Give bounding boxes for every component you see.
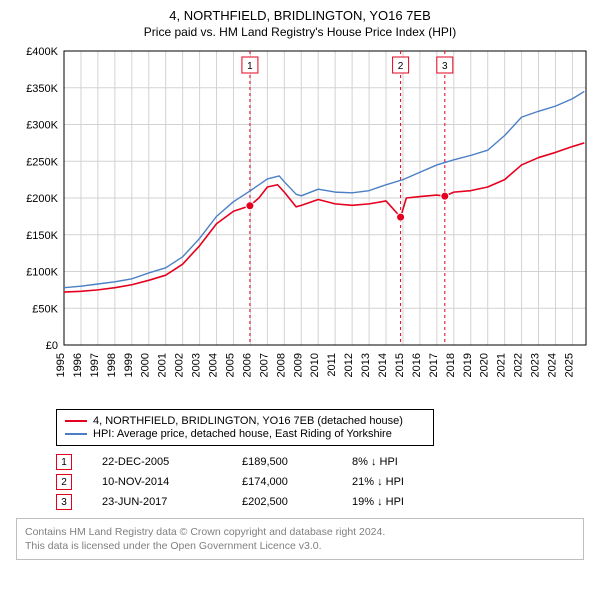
legend-item: HPI: Average price, detached house, East… (65, 428, 425, 440)
marker-row: 2 10-NOV-2014 £174,000 21% ↓ HPI (56, 474, 584, 490)
svg-text:£350K: £350K (26, 83, 58, 95)
svg-text:2001: 2001 (157, 353, 169, 377)
svg-text:2009: 2009 (292, 353, 304, 377)
marker-date: 22-DEC-2005 (102, 456, 212, 468)
chart-container: 4, NORTHFIELD, BRIDLINGTON, YO16 7EB Pri… (0, 0, 600, 566)
svg-text:2013: 2013 (360, 353, 372, 377)
svg-text:2005: 2005 (224, 353, 236, 377)
svg-text:2002: 2002 (174, 353, 186, 377)
marker-delta: 21% ↓ HPI (352, 476, 442, 488)
svg-text:£100K: £100K (26, 267, 58, 279)
svg-text:2025: 2025 (563, 353, 575, 377)
svg-text:2024: 2024 (546, 353, 558, 377)
marker-number: 2 (56, 474, 72, 490)
attribution: Contains HM Land Registry data © Crown c… (16, 518, 584, 560)
svg-text:2008: 2008 (275, 353, 287, 377)
svg-text:2020: 2020 (479, 353, 491, 377)
legend-item: 4, NORTHFIELD, BRIDLINGTON, YO16 7EB (de… (65, 415, 425, 427)
legend: 4, NORTHFIELD, BRIDLINGTON, YO16 7EB (de… (56, 409, 434, 446)
svg-text:£200K: £200K (26, 193, 58, 205)
svg-text:2022: 2022 (513, 353, 525, 377)
marker-price: £174,000 (242, 476, 322, 488)
svg-text:£50K: £50K (32, 303, 58, 315)
svg-text:2017: 2017 (428, 353, 440, 377)
svg-text:2010: 2010 (309, 353, 321, 377)
svg-text:2004: 2004 (208, 353, 220, 377)
svg-text:2003: 2003 (191, 353, 203, 377)
marker-delta: 19% ↓ HPI (352, 496, 442, 508)
svg-text:£0: £0 (46, 340, 58, 352)
svg-text:2019: 2019 (462, 353, 474, 377)
svg-text:3: 3 (442, 61, 448, 72)
svg-text:1998: 1998 (106, 353, 118, 377)
marker-delta: 8% ↓ HPI (352, 456, 442, 468)
svg-text:2006: 2006 (241, 353, 253, 377)
svg-text:2016: 2016 (411, 353, 423, 377)
marker-number: 1 (56, 454, 72, 470)
chart-title: 4, NORTHFIELD, BRIDLINGTON, YO16 7EB (10, 8, 590, 23)
svg-text:1999: 1999 (123, 353, 135, 377)
marker-number: 3 (56, 494, 72, 510)
marker-price: £202,500 (242, 496, 322, 508)
svg-text:2012: 2012 (343, 353, 355, 377)
svg-text:£150K: £150K (26, 230, 58, 242)
chart-area: £0 £50K £100K £150K £200K £250K £300K £350K £400… (10, 45, 590, 405)
marker-table: 1 22-DEC-2005 £189,500 8% ↓ HPI 2 10-NOV-2014… (56, 454, 584, 510)
svg-text:2007: 2007 (258, 353, 270, 377)
svg-text:2023: 2023 (530, 353, 542, 377)
svg-text:2000: 2000 (140, 353, 152, 377)
svg-text:2018: 2018 (445, 353, 457, 377)
legend-swatch (65, 433, 87, 435)
legend-label: 4, NORTHFIELD, BRIDLINGTON, YO16 7EB (de… (93, 415, 403, 427)
legend-label: HPI: Average price, detached house, East… (93, 428, 392, 440)
marker-date: 23-JUN-2017 (102, 496, 212, 508)
svg-text:£400K: £400K (26, 46, 58, 58)
marker-row: 3 23-JUN-2017 £202,500 19% ↓ HPI (56, 494, 584, 510)
line-chart: £0 £50K £100K £150K £200K £250K £300K £350K £400… (10, 45, 590, 405)
svg-text:2: 2 (398, 61, 404, 72)
svg-text:1: 1 (247, 61, 253, 72)
marker-price: £189,500 (242, 456, 322, 468)
svg-text:£250K: £250K (26, 156, 58, 168)
svg-text:2015: 2015 (394, 353, 406, 377)
marker-date: 10-NOV-2014 (102, 476, 212, 488)
svg-text:1995: 1995 (55, 353, 67, 377)
svg-text:2011: 2011 (326, 353, 338, 377)
svg-text:2014: 2014 (377, 353, 389, 377)
svg-text:2021: 2021 (496, 353, 508, 377)
marker-row: 1 22-DEC-2005 £189,500 8% ↓ HPI (56, 454, 584, 470)
svg-text:1997: 1997 (89, 353, 101, 377)
chart-subtitle: Price paid vs. HM Land Registry's House … (10, 25, 590, 39)
svg-text:£300K: £300K (26, 120, 58, 132)
attribution-line-1: Contains HM Land Registry data © Crown c… (25, 525, 575, 539)
attribution-line-2: This data is licensed under the Open Gov… (25, 539, 575, 553)
svg-text:1996: 1996 (72, 353, 84, 377)
legend-swatch (65, 420, 87, 422)
